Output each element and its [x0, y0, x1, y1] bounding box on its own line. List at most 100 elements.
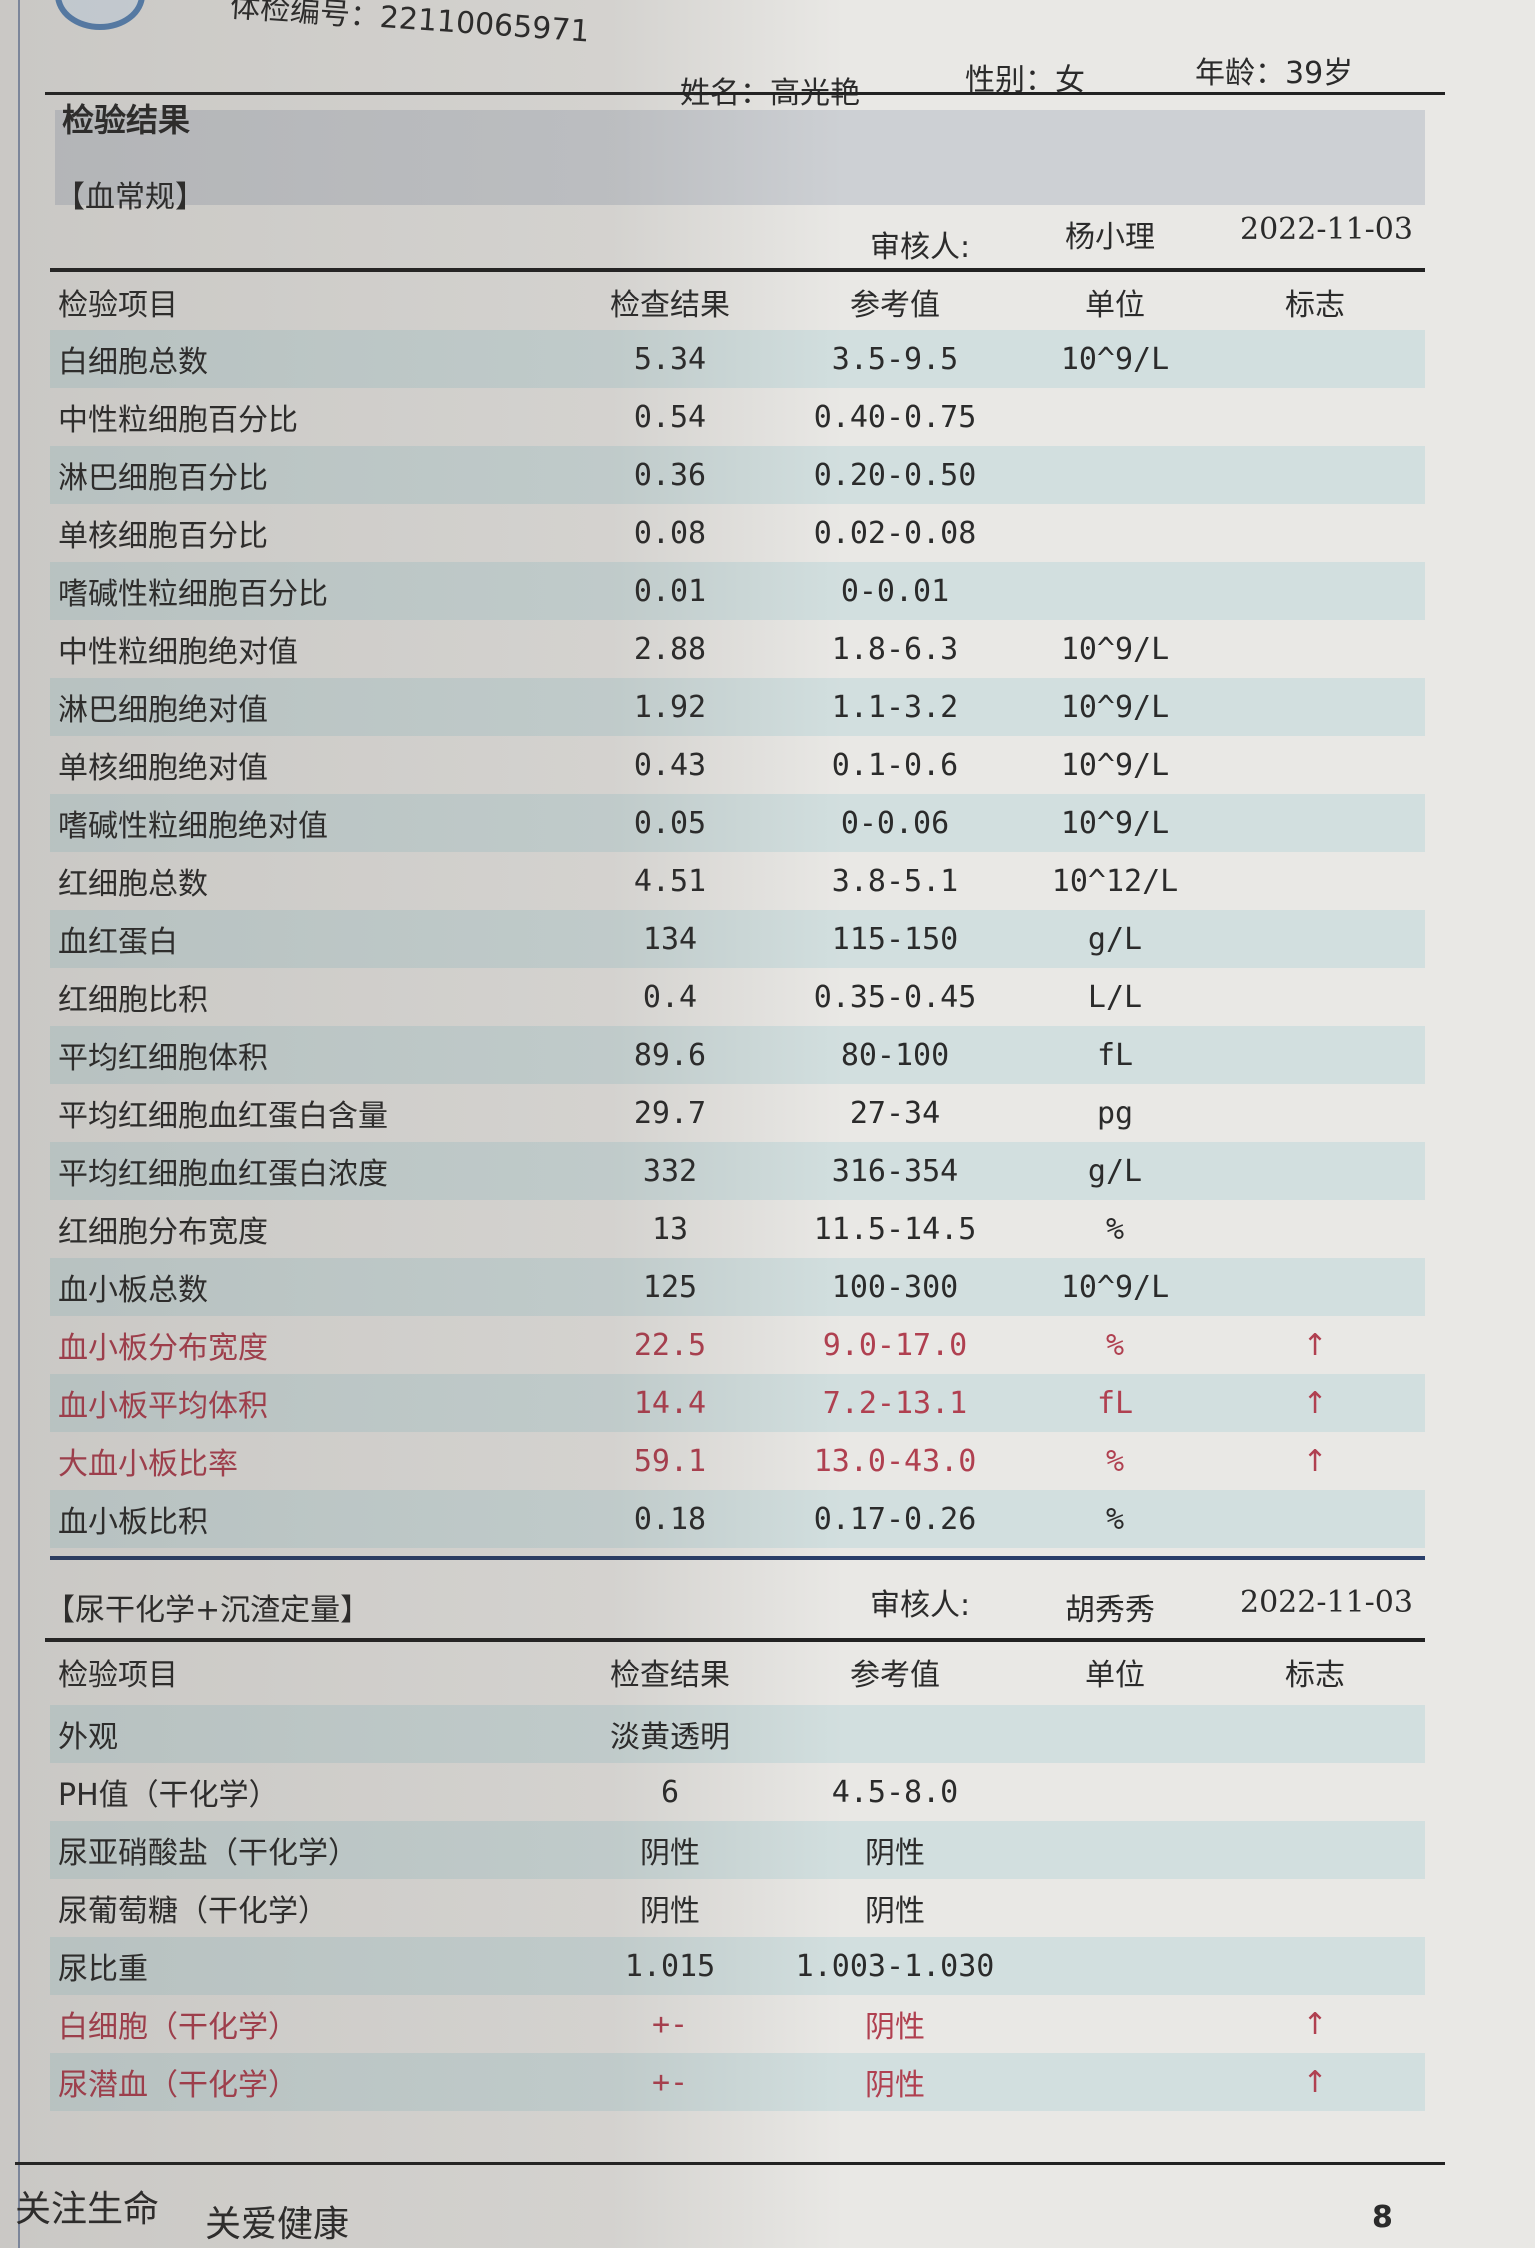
cell-reference: 11.5-14.5 — [813, 1211, 977, 1247]
cell-reference: 13.0-43.0 — [813, 1443, 977, 1479]
cell-reference: 1.003-1.030 — [795, 1948, 995, 1984]
patient-name: 姓名：高光艳 — [680, 76, 860, 111]
cell-item: 嗜碱性粒细胞百分比 — [58, 577, 328, 612]
column-header-unit: 单位 — [1085, 288, 1145, 323]
cell-reference: 0.40-0.75 — [813, 399, 977, 435]
table-row: 红细胞总数 4.51 3.8-5.1 10^12/L — [50, 852, 1425, 910]
cell-reference: 27-34 — [849, 1095, 941, 1131]
cell-reference: 0.20-0.50 — [813, 457, 977, 493]
page-edge — [18, 0, 20, 2248]
blood-divider — [50, 268, 1425, 272]
cell-reference: 阴性 — [865, 2068, 925, 2103]
cell-unit: % — [1105, 1211, 1125, 1247]
cell-unit: g/L — [1087, 1153, 1143, 1189]
table-row: 血小板总数 125 100-300 10^9/L — [50, 1258, 1425, 1316]
table-row: 尿比重 1.015 1.003-1.030 — [50, 1937, 1425, 1995]
cell-unit: 10^9/L — [1060, 631, 1170, 667]
cell-item: 单核细胞百分比 — [58, 519, 268, 554]
column-header-reference: 参考值 — [850, 1658, 940, 1693]
cell-unit: 10^12/L — [1051, 863, 1179, 899]
cell-result: 6 — [660, 1774, 680, 1810]
table-row: 血小板比积 0.18 0.17-0.26% — [50, 1490, 1425, 1548]
cell-reference: 4.5-8.0 — [831, 1774, 959, 1810]
cell-reference: 1.1-3.2 — [831, 689, 959, 725]
column-header-reference: 参考值 — [850, 288, 940, 323]
cell-result: 29.7 — [633, 1095, 707, 1131]
exam-number-label: 体检编号： — [228, 0, 382, 35]
cell-result: +- — [651, 2064, 689, 2100]
arrow-up-icon: ↑ — [1302, 1443, 1328, 1479]
cell-reference: 阴性 — [865, 1894, 925, 1929]
cell-unit: 10^9/L — [1060, 747, 1170, 783]
arrow-up-icon: ↑ — [1302, 1327, 1328, 1363]
cell-unit: % — [1105, 1501, 1125, 1537]
cell-reference: 7.2-13.1 — [822, 1385, 968, 1421]
arrow-up-icon: ↑ — [1302, 1385, 1328, 1421]
cell-reference: 0.17-0.26 — [813, 1501, 977, 1537]
table-row: 尿潜血（干化学） +- 阴性 ↑ — [50, 2053, 1425, 2111]
table-row: 血红蛋白 134 115-150 g/L — [50, 910, 1425, 968]
footer-slogan-2: 关爱健康 — [205, 2204, 350, 2245]
arrow-up-icon: ↑ — [1302, 2006, 1328, 2042]
table-row: 中性粒细胞绝对值 2.88 1.8-6.3 10^9/L — [50, 620, 1425, 678]
cell-item: 血小板平均体积 — [58, 1389, 268, 1424]
cell-result: 0.01 — [633, 573, 707, 609]
cell-unit: fL — [1096, 1385, 1134, 1421]
table-row: 嗜碱性粒细胞百分比 0.01 0-0.01 — [50, 562, 1425, 620]
table-row: 淋巴细胞绝对值 1.92 1.1-3.2 10^9/L — [50, 678, 1425, 736]
footer-divider — [15, 2162, 1445, 2165]
table-row: 外观 淡黄透明 — [50, 1705, 1425, 1763]
cell-item: 外观 — [58, 1720, 118, 1755]
table-row: 红细胞分布宽度 13 11.5-14.5% — [50, 1200, 1425, 1258]
table-row: 单核细胞绝对值 0.43 0.1-0.6 10^9/L — [50, 736, 1425, 794]
cell-result: 0.08 — [633, 515, 707, 551]
cell-result: 13 — [651, 1211, 689, 1247]
cell-reference: 0.1-0.6 — [831, 747, 959, 783]
cell-reference: 100-300 — [831, 1269, 959, 1305]
cell-unit: 10^9/L — [1060, 689, 1170, 725]
table-row: 血小板平均体积 14.4 7.2-13.1 fL ↑ — [50, 1374, 1425, 1432]
cell-reference: 3.8-5.1 — [831, 863, 959, 899]
cell-unit: L/L — [1087, 979, 1143, 1015]
cell-result: 阴性 — [640, 1836, 700, 1871]
urine-reviewer: 胡秀秀 — [1065, 1593, 1155, 1628]
cell-item: 嗜碱性粒细胞绝对值 — [58, 809, 328, 844]
cell-item: PH值（干化学） — [58, 1778, 279, 1813]
cell-item: 平均红细胞血红蛋白浓度 — [58, 1157, 388, 1192]
cell-reference: 9.0-17.0 — [822, 1327, 968, 1363]
cell-item: 血小板分布宽度 — [58, 1331, 268, 1366]
column-header-item: 检验项目 — [58, 288, 178, 323]
cell-item: 尿潜血（干化学） — [58, 2068, 298, 2103]
cell-reference: 3.5-9.5 — [831, 341, 959, 377]
section-title: 检验结果 — [62, 101, 191, 139]
cell-reference: 0-0.06 — [840, 805, 950, 841]
cell-item: 血红蛋白 — [58, 925, 178, 960]
cell-unit: 10^9/L — [1060, 341, 1170, 377]
cell-item: 血小板总数 — [58, 1273, 208, 1308]
cell-result: 阴性 — [640, 1894, 700, 1929]
table-row: 白细胞总数 5.34 3.5-9.5 10^9/L — [50, 330, 1425, 388]
cell-reference: 0-0.01 — [840, 573, 950, 609]
blood-reviewer: 杨小理 — [1065, 220, 1155, 255]
cell-item: 淋巴细胞百分比 — [58, 461, 268, 496]
cell-item: 血小板比积 — [58, 1505, 208, 1540]
cell-item: 淋巴细胞绝对值 — [58, 693, 268, 728]
cell-result: 淡黄透明 — [610, 1720, 730, 1755]
blood-reviewer-label: 审核人: — [870, 230, 971, 265]
arrow-up-icon: ↑ — [1302, 2064, 1328, 2100]
blood-date: 2022-11-03 — [1240, 212, 1413, 247]
table-row: 平均红细胞体积 89.6 80-100 fL — [50, 1026, 1425, 1084]
header-divider — [45, 92, 1445, 95]
cell-item: 红细胞分布宽度 — [58, 1215, 268, 1250]
table-row: 淋巴细胞百分比 0.36 0.20-0.50 — [50, 446, 1425, 504]
section-band — [55, 110, 1425, 205]
blood-column-headers: 检验项目 检查结果 参考值 单位 标志 — [50, 280, 1425, 324]
cell-unit: % — [1105, 1327, 1125, 1363]
cell-reference: 阴性 — [865, 2010, 925, 2045]
cell-item: 平均红细胞体积 — [58, 1041, 268, 1076]
cell-result: 0.43 — [633, 747, 707, 783]
urine-reviewer-label: 审核人: — [870, 1588, 971, 1623]
table-row: 单核细胞百分比 0.08 0.02-0.08 — [50, 504, 1425, 562]
cell-item: 白细胞（干化学） — [58, 2010, 298, 2045]
cell-item: 中性粒细胞绝对值 — [58, 635, 298, 670]
